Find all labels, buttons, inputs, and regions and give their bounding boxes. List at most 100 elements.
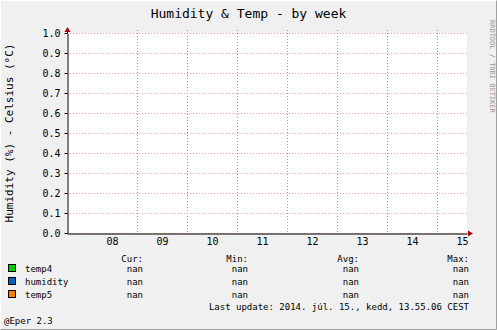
legend-stat: nan (127, 290, 143, 300)
y-grid-line (67, 233, 467, 234)
legend-stat: nan (232, 277, 248, 287)
x-axis: 08 09 10 11 12 13 14 15 (68, 234, 469, 247)
x-grid-line (387, 30, 388, 233)
y-tick-label: 0.4 (42, 148, 60, 159)
legend-swatch (9, 291, 16, 298)
legend-stat: nan (453, 277, 469, 287)
x-tick-label: 10 (206, 236, 218, 247)
y-tick: 0.2 (42, 188, 67, 199)
y-grid-line (67, 193, 467, 194)
watermark: RRDTOOL / TOBI OETIKER (488, 20, 496, 114)
y-grid-line (67, 213, 467, 214)
y-tick-label: 1.0 (42, 28, 60, 39)
x-tick: 10 (206, 234, 218, 247)
legend: Cur: Min: Avg: Max: temp4 nan nan nan nan humidit… (9, 254, 470, 300)
y-grid-line (67, 53, 467, 54)
y-tick-mark (65, 53, 68, 54)
legend-label: temp5 (25, 290, 52, 300)
y-grid-line (67, 73, 467, 74)
y-grid-line (67, 153, 467, 154)
y-grid-line (67, 113, 467, 114)
y-axis: 0.0 0.1 0.2 0.3 0.4 0.5 0.6 0.7 0.8 0.9 1.0 (42, 28, 68, 239)
chart: 0.0 0.1 0.2 0.3 0.4 0.5 0.6 0.7 0.8 0.9 1.0 08 09 10 1… (0, 0, 497, 330)
legend-stat: nan (127, 277, 143, 287)
legend-swatch (9, 278, 16, 285)
x-tick-label: 08 (106, 236, 118, 247)
y-tick-mark (65, 93, 68, 94)
y-tick: 0.6 (42, 108, 67, 119)
x-grid-line (337, 30, 338, 233)
background (0, 0, 497, 330)
y-tick: 0.4 (42, 148, 67, 159)
y-tick: 1.0 (42, 28, 67, 39)
y-tick-mark (65, 113, 68, 114)
legend-label: temp4 (25, 264, 52, 274)
y-grid-line (67, 173, 467, 174)
y-tick-mark (65, 133, 68, 134)
grid (67, 30, 467, 234)
last-update: Last update: 2014. júl. 15., kedd, 13.55… (209, 302, 470, 312)
y-tick: 0.0 (42, 228, 67, 239)
x-tick: 11 (256, 234, 268, 247)
x-grid-line (187, 30, 188, 233)
y-tick-label: 0.5 (42, 128, 60, 139)
x-axis-arrow (468, 231, 473, 237)
legend-stat: nan (453, 290, 469, 300)
frame-light (1, 1, 497, 330)
y-tick-label: 0.0 (42, 228, 60, 239)
plot-area (67, 33, 467, 233)
legend-stat: nan (232, 264, 248, 274)
y-axis-label: Humidity (%) - Celsius (°C) (3, 44, 16, 223)
y-tick-mark (65, 193, 68, 194)
y-tick-label: 0.9 (42, 48, 60, 59)
footer: @Eper 2.3 (4, 316, 53, 326)
frame-dark (1, 1, 497, 330)
y-tick-mark (65, 33, 68, 34)
y-axis-arrow (65, 27, 71, 32)
x-tick-label: 12 (306, 236, 318, 247)
x-tick: 08 (106, 234, 118, 247)
legend-stat: nan (127, 264, 143, 274)
y-axis-line (68, 34, 69, 234)
x-tick-label: 14 (406, 236, 418, 247)
y-grid-line (67, 133, 467, 134)
y-tick: 0.7 (42, 88, 67, 99)
y-tick-label: 0.1 (42, 208, 60, 219)
y-tick-mark (65, 213, 68, 214)
x-tick: 15 (456, 234, 468, 247)
legend-stat: nan (232, 290, 248, 300)
y-axis-extension (67, 31, 68, 33)
legend-stat: nan (343, 264, 359, 274)
y-tick-mark (65, 153, 68, 154)
legend-label: humidity (25, 277, 69, 287)
y-tick-label: 0.7 (42, 88, 60, 99)
y-tick: 0.9 (42, 48, 67, 59)
x-tick-label: 11 (256, 236, 268, 247)
legend-column-header: Max: (447, 254, 469, 264)
y-tick: 0.8 (42, 68, 67, 79)
legend-swatch (9, 265, 16, 272)
y-grid-line (67, 33, 467, 34)
legend-stat: nan (343, 290, 359, 300)
y-tick-mark (65, 73, 68, 74)
y-tick-label: 0.6 (42, 108, 60, 119)
x-grid-line (287, 30, 288, 233)
y-tick: 0.1 (42, 208, 67, 219)
legend-column-header: Cur: (121, 254, 143, 264)
y-tick-label: 0.2 (42, 188, 60, 199)
legend-stat: nan (343, 277, 359, 287)
x-tick-label: 13 (356, 236, 368, 247)
title: Humidity & Temp - by week (151, 6, 347, 21)
legend-column-header: Avg: (337, 254, 359, 264)
legend-stat: nan (453, 264, 469, 274)
y-tick-mark (65, 233, 68, 234)
x-tick-label: 15 (456, 236, 468, 247)
y-tick: 0.3 (42, 168, 67, 179)
y-tick-label: 0.3 (42, 168, 60, 179)
x-tick-label: 09 (156, 236, 168, 247)
x-tick: 14 (406, 234, 418, 247)
legend-column-header: Min: (226, 254, 248, 264)
y-tick-mark (65, 173, 68, 174)
x-grid-line (437, 30, 438, 233)
y-tick-label: 0.8 (42, 68, 60, 79)
